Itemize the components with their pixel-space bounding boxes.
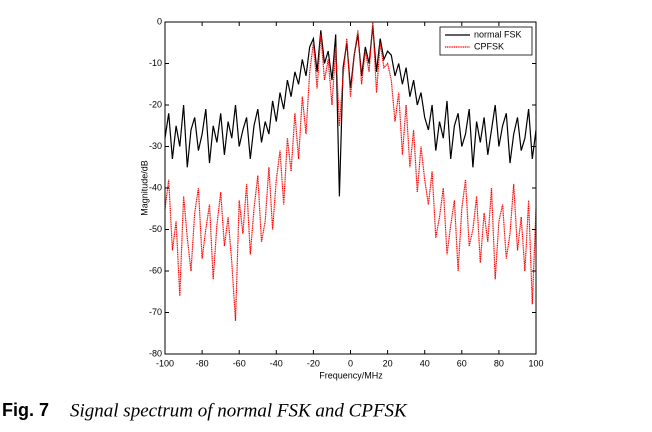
- x-tick-label: -80: [196, 358, 209, 368]
- plot-area: [165, 22, 536, 354]
- x-tick-label: -100: [156, 358, 174, 368]
- y-tick-label: -10: [149, 58, 162, 68]
- y-tick-label: -40: [149, 182, 162, 192]
- x-tick-label: -20: [307, 358, 320, 368]
- x-tick-label: 60: [457, 358, 467, 368]
- x-tick-label: -60: [233, 358, 246, 368]
- y-tick-label: -70: [149, 307, 162, 317]
- caption-label: Fig. 7: [2, 400, 49, 420]
- x-tick-label: 20: [383, 358, 393, 368]
- y-tick-label: 0: [157, 16, 162, 26]
- y-axis-label: Magnitude/dB: [139, 160, 149, 216]
- y-tick-label: -80: [149, 348, 162, 358]
- y-tick-label: -30: [149, 141, 162, 151]
- y-tick-label: -50: [149, 224, 162, 234]
- series-line: [164, 21, 537, 321]
- x-tick-label: 40: [420, 358, 430, 368]
- legend-label: normal FSK: [474, 29, 522, 39]
- y-tick-label: -20: [149, 99, 162, 109]
- x-tick-label: 0: [348, 358, 353, 368]
- x-axis-label: Frequency/MHz: [319, 370, 383, 380]
- x-tick-label: -40: [270, 358, 283, 368]
- x-tick-label: 100: [528, 358, 543, 368]
- legend-box: [439, 26, 533, 56]
- y-tick-label: -60: [149, 265, 162, 275]
- legend-label: CPFSK: [474, 41, 504, 51]
- caption-text: Signal spectrum of normal FSK and CPFSK: [70, 400, 408, 421]
- x-tick-label: 80: [494, 358, 504, 368]
